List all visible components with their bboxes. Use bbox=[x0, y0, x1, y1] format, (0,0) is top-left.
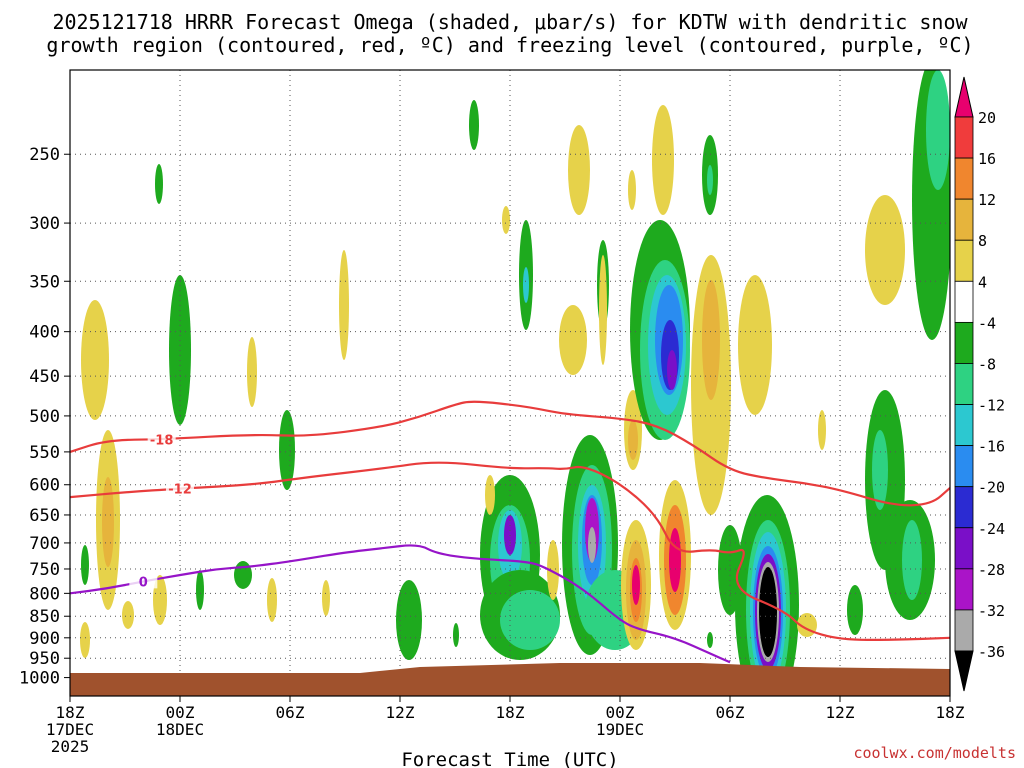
contour-label-bg bbox=[166, 480, 194, 496]
chart-title-line-2: growth region (contoured, red, ºC) and f… bbox=[46, 33, 973, 57]
colorbar-swatch bbox=[954, 568, 974, 611]
colorbar: 20 16 12 8 4 -4 -8 -12 -16 -20 -24 -28 -32 -36 bbox=[954, 76, 1005, 692]
contour-line--12 bbox=[70, 461, 950, 642]
x-tick-label: 18DEC bbox=[156, 720, 204, 739]
colorbar-swatch bbox=[954, 116, 974, 159]
plot-area: -18 -12 0 bbox=[70, 70, 950, 696]
y-tick-label: 650 bbox=[29, 506, 60, 526]
colorbar-label: -16 bbox=[978, 438, 1005, 456]
colorbar-arrow-top bbox=[954, 76, 974, 118]
colorbar-label: -36 bbox=[978, 643, 1005, 661]
x-tick-label: 00Z bbox=[166, 703, 195, 722]
x-axis-title: Forecast Time (UTC) bbox=[401, 749, 618, 768]
contour-line-0 bbox=[70, 544, 731, 664]
colorbar-label: -32 bbox=[978, 602, 1005, 620]
x-tick-label: 19DEC bbox=[596, 720, 644, 739]
colorbar-label: -24 bbox=[978, 520, 1005, 538]
colorbar-swatch bbox=[954, 363, 974, 405]
contour-label: -12 bbox=[168, 482, 192, 497]
colorbar-label: 16 bbox=[978, 150, 996, 168]
y-tick-label: 700 bbox=[29, 534, 60, 554]
chart-title-line-1: 2025121718 HRRR Forecast Omega (shaded, … bbox=[52, 10, 968, 34]
x-tick-label: 17DEC bbox=[46, 720, 94, 739]
colorbar-label: 20 bbox=[978, 109, 996, 127]
contour-label-bg bbox=[147, 431, 176, 447]
y-tick-label: 300 bbox=[29, 214, 60, 234]
colorbar-swatch bbox=[954, 157, 974, 200]
colorbar-swatch bbox=[954, 404, 974, 447]
y-tick-label: 450 bbox=[29, 367, 60, 387]
contour-label: -18 bbox=[150, 433, 174, 448]
x-tick-label: 06Z bbox=[276, 703, 305, 722]
y-tick-label: 500 bbox=[29, 407, 60, 427]
y-tick-label: 950 bbox=[29, 649, 60, 669]
x-tick-label: 18Z bbox=[936, 703, 965, 722]
colorbar-swatch bbox=[954, 198, 974, 241]
y-tick-label: 750 bbox=[29, 560, 60, 580]
colorbar-label: -8 bbox=[978, 355, 996, 373]
contour-line--18 bbox=[70, 400, 950, 507]
colorbar-label: 8 bbox=[978, 232, 987, 250]
grid-lines bbox=[70, 70, 950, 696]
colorbar-label: 12 bbox=[978, 191, 996, 209]
x-tick-label: 00Z bbox=[606, 703, 635, 722]
contour-label: 0 bbox=[139, 575, 148, 590]
colorbar-label: -28 bbox=[978, 561, 1005, 579]
x-tick-label: 06Z bbox=[716, 703, 745, 722]
x-tick-label: 12Z bbox=[826, 703, 855, 722]
colorbar-swatch bbox=[954, 527, 974, 570]
colorbar-swatch bbox=[954, 445, 974, 488]
colorbar-arrow-bottom bbox=[954, 650, 974, 692]
y-tick-label: 850 bbox=[29, 607, 60, 627]
x-tick-label: 12Z bbox=[386, 703, 415, 722]
x-tick-label: 2025 bbox=[51, 737, 90, 756]
x-tick-label: 18Z bbox=[496, 703, 525, 722]
ground-terrain bbox=[70, 663, 950, 696]
y-tick-label: 1000 bbox=[19, 669, 60, 689]
y-axis: 2503003504004505005506006507007508008509… bbox=[19, 145, 70, 689]
colorbar-label: -4 bbox=[978, 314, 996, 332]
colorbar-swatch bbox=[954, 239, 974, 282]
y-tick-label: 400 bbox=[29, 323, 60, 343]
y-tick-label: 350 bbox=[29, 272, 60, 292]
colorbar-swatch bbox=[954, 486, 974, 529]
colorbar-swatch bbox=[954, 280, 974, 323]
y-tick-label: 900 bbox=[29, 629, 60, 649]
y-tick-label: 600 bbox=[29, 476, 60, 496]
x-tick-label: 18Z bbox=[56, 703, 85, 722]
colorbar-label: -20 bbox=[978, 479, 1005, 497]
contour-label-bg bbox=[129, 573, 158, 589]
colorbar-label: -12 bbox=[978, 397, 1005, 415]
y-tick-label: 550 bbox=[29, 443, 60, 463]
y-tick-label: 800 bbox=[29, 584, 60, 604]
credit-link[interactable]: coolwx.com/modelts bbox=[853, 744, 1016, 762]
colorbar-swatch bbox=[954, 321, 974, 364]
omega-shading bbox=[80, 70, 950, 696]
y-tick-label: 250 bbox=[29, 145, 60, 165]
colorbar-swatch bbox=[954, 609, 974, 652]
contour-lines: -18 -12 0 bbox=[70, 400, 950, 664]
colorbar-label: 4 bbox=[978, 273, 987, 291]
